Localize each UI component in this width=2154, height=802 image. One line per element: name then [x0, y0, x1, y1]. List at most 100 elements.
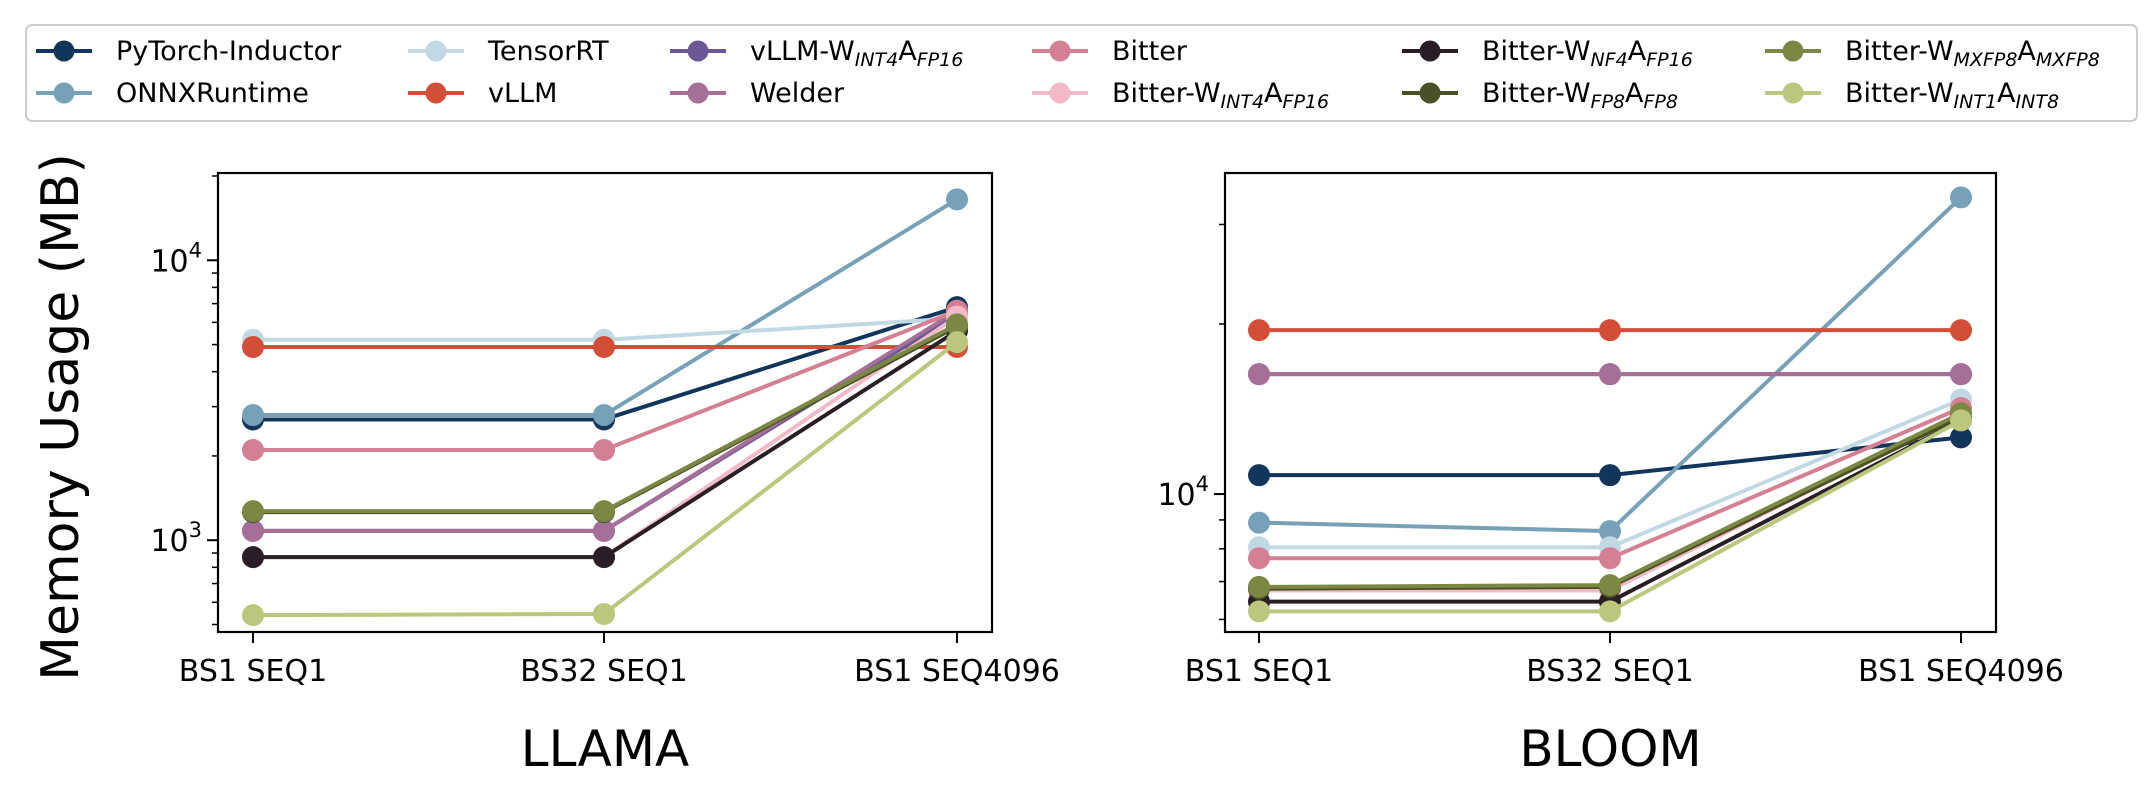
legend-frame	[25, 24, 2138, 122]
y-tick-base: 10	[150, 244, 188, 279]
legend-label-sub: FP8	[1591, 91, 1625, 113]
legend-marker	[1049, 40, 1071, 62]
legend-label: vLLM	[488, 78, 557, 109]
legend-label: Bitter-WFP8AFP8	[1482, 78, 1678, 113]
x-axis-title: LLAMA	[521, 720, 689, 778]
legend-label: Bitter-WNF4AFP16	[1482, 36, 1693, 71]
data-point	[946, 331, 968, 354]
legend-item: TensorRT	[408, 36, 609, 67]
data-point	[242, 500, 264, 523]
data-point	[1248, 464, 1270, 487]
series-9	[1248, 405, 1972, 600]
legend-label-sub: FP16	[1646, 49, 1693, 71]
x-tick-label: BS32 SEQ1	[1526, 654, 1694, 689]
data-point	[1950, 319, 1972, 342]
legend-label-base: ONNXRuntime	[116, 78, 309, 109]
data-point	[242, 604, 264, 627]
plot-frame	[216, 171, 994, 634]
legend-label-mid: A	[2017, 36, 2036, 67]
data-point	[593, 335, 615, 358]
y-tick-base: 10	[1157, 478, 1195, 513]
data-point	[242, 546, 264, 569]
x-tick-label: BS32 SEQ1	[520, 654, 688, 689]
legend-label-base: TensorRT	[487, 36, 609, 67]
data-point	[1599, 520, 1621, 543]
data-point	[593, 546, 615, 569]
panel-bloom: 104 BS1 SEQ1 BS32 SEQ1 BS1 SEQ4096 BLOOM	[1157, 171, 2064, 778]
y-tick-label: 104	[1157, 472, 1209, 513]
legend-label-base: PyTorch-Inductor	[116, 36, 342, 67]
data-point	[593, 603, 615, 626]
legend-marker	[425, 40, 447, 62]
data-point	[1950, 409, 1972, 432]
legend-label-base: vLLM	[488, 78, 557, 109]
series-3	[1248, 319, 1972, 342]
legend-label-base: vLLM-W	[750, 36, 855, 67]
y-tick-label: 104	[150, 238, 202, 279]
data-point	[946, 313, 968, 336]
data-point	[1248, 511, 1270, 534]
data-point	[1599, 600, 1621, 623]
data-point	[1599, 574, 1621, 597]
series-1	[1248, 186, 1972, 543]
legend-marker	[1419, 40, 1441, 62]
legend-label-sub: INT4	[1221, 91, 1265, 113]
legend-item: Welder	[670, 78, 845, 109]
legend-label: Bitter-WINT1AINT8	[1845, 78, 2059, 113]
legend: PyTorch-Inductor ONNXRuntime TensorRT vLLM v…	[25, 24, 2138, 122]
legend-label-sub: FP8	[1644, 91, 1678, 113]
legend-marker	[1419, 82, 1441, 104]
legend-label-mid: A	[1625, 78, 1644, 109]
data-point	[946, 188, 968, 211]
legend-label: Bitter	[1112, 36, 1188, 67]
series-11	[1248, 409, 1972, 623]
y-tick-base: 10	[150, 524, 188, 559]
legend-label-sub: NF4	[1591, 49, 1628, 71]
legend-item: vLLM-WINT4AFP16	[670, 36, 963, 71]
legend-label: PyTorch-Inductor	[116, 36, 342, 67]
legend-label-base: Bitter-W	[1845, 78, 1954, 109]
legend-label-base: Bitter-W	[1482, 78, 1591, 109]
legend-label-mid: A	[898, 36, 917, 67]
legend-item: vLLM	[408, 78, 557, 109]
data-point	[1599, 547, 1621, 570]
x-tick-label: BS1 SEQ4096	[854, 654, 1060, 689]
data-point	[1950, 186, 1972, 209]
legend-item: ONNXRuntime	[36, 78, 309, 109]
data-point	[593, 500, 615, 523]
legend-marker	[687, 82, 709, 104]
data-point	[1248, 575, 1270, 598]
data-point	[1599, 464, 1621, 487]
legend-item: Bitter-WNF4AFP16	[1402, 36, 1693, 71]
legend-label-base: Welder	[750, 78, 845, 109]
legend-label-base: Bitter-W	[1482, 36, 1591, 67]
series-11	[242, 331, 968, 627]
data-point	[1248, 363, 1270, 386]
series-10	[242, 313, 968, 523]
data-point	[242, 439, 264, 462]
data-point	[1950, 363, 1972, 386]
y-tick-exponent: 3	[189, 518, 202, 542]
legend-label-sub: FP16	[1283, 91, 1330, 113]
legend-marker	[1049, 82, 1071, 104]
legend-marker	[1782, 82, 1804, 104]
legend-item: Bitter-WFP8AFP8	[1402, 78, 1678, 113]
data-point	[593, 519, 615, 542]
legend-label: Welder	[750, 78, 845, 109]
data-point	[1599, 363, 1621, 386]
legend-item: Bitter	[1032, 36, 1188, 67]
legend-label-sub: FP16	[917, 49, 964, 71]
legend-marker	[53, 82, 75, 104]
y-tick-exponent: 4	[189, 238, 202, 262]
series-1	[242, 188, 968, 427]
data-point	[242, 519, 264, 542]
legend-label-base: Bitter	[1112, 36, 1188, 67]
legend-label: Bitter-WMXFP8AMXFP8	[1845, 36, 2100, 71]
legend-label-sub: MXFP8	[1954, 49, 2018, 71]
x-tick-label: BS1 SEQ4096	[1858, 654, 2064, 689]
data-point	[1950, 426, 1972, 449]
data-point	[593, 404, 615, 427]
legend-marker	[687, 40, 709, 62]
